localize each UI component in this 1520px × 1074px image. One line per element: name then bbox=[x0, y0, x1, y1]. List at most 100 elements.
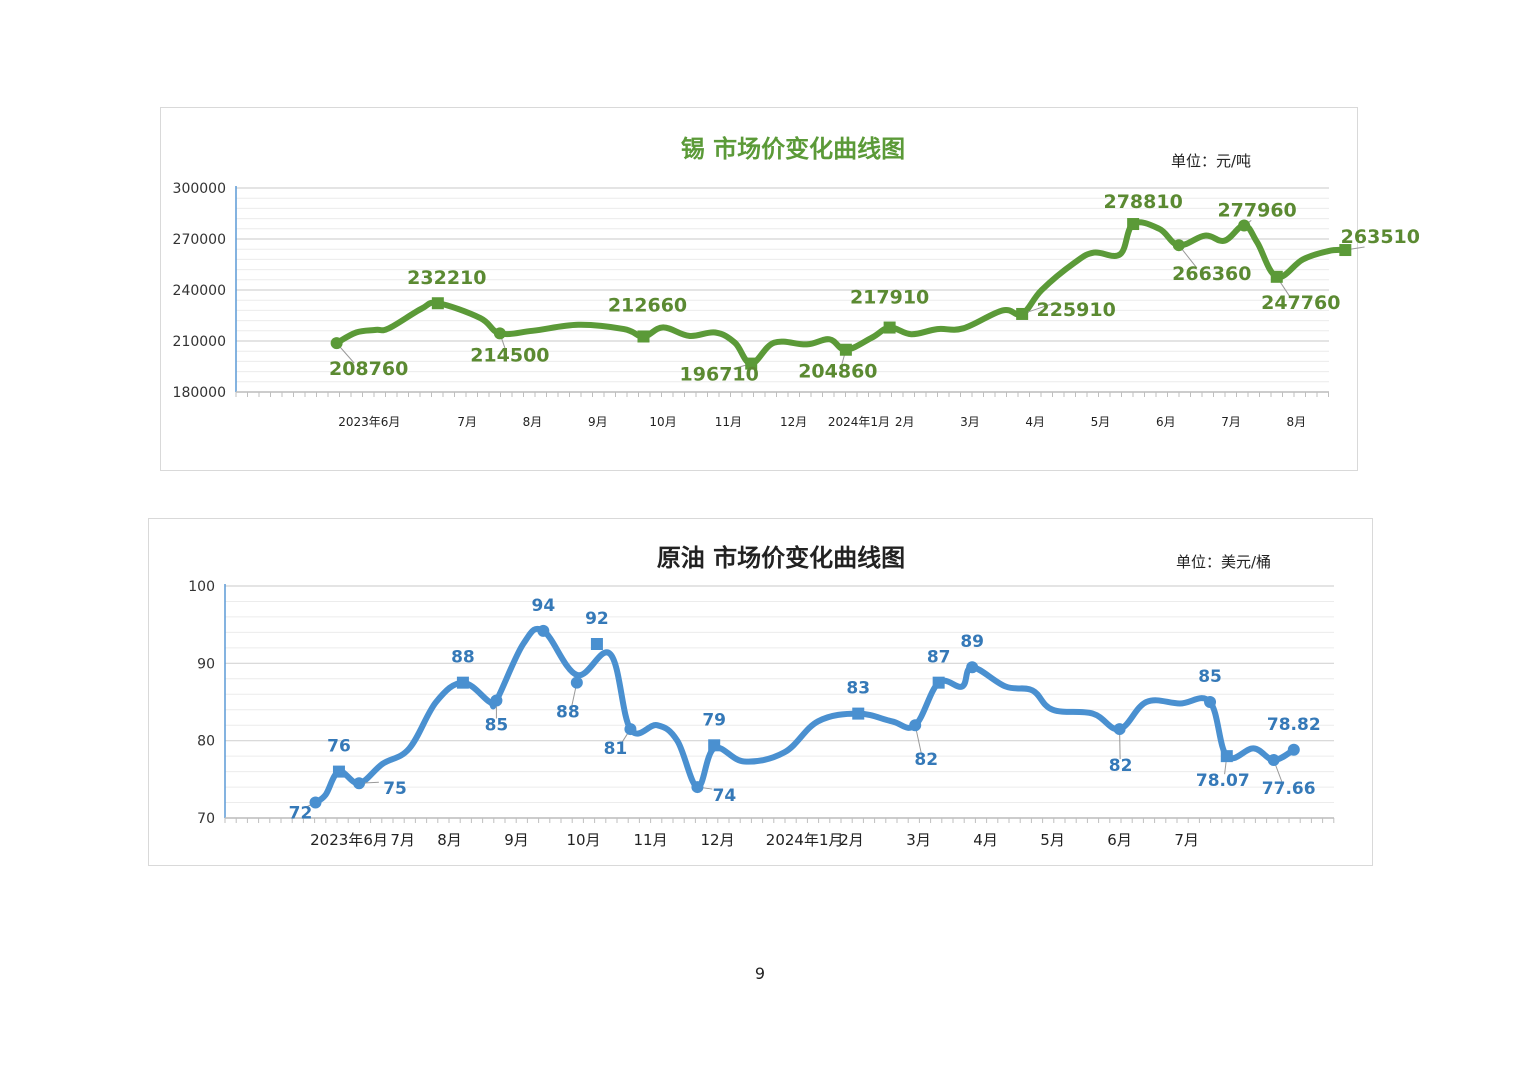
data-label: 82 bbox=[1109, 756, 1133, 776]
x-tick-label: 12月 bbox=[780, 415, 807, 429]
data-label: 88 bbox=[556, 703, 580, 723]
x-tick-label: 3月 bbox=[906, 831, 931, 849]
data-point-marker bbox=[852, 707, 865, 720]
unit-label: 单位：美元/桶 bbox=[1176, 553, 1271, 571]
data-point-marker bbox=[1339, 244, 1352, 257]
x-tick-label: 5月 bbox=[1040, 831, 1065, 849]
data-label: 225910 bbox=[1036, 299, 1115, 321]
data-point-marker bbox=[691, 781, 704, 794]
y-tick-label: 90 bbox=[197, 656, 215, 672]
data-label: 75 bbox=[383, 779, 407, 799]
x-tick-label: 8月 bbox=[1287, 415, 1307, 429]
data-label: 78.82 bbox=[1267, 715, 1321, 735]
data-label: 247760 bbox=[1261, 292, 1340, 314]
data-label: 78.07 bbox=[1196, 771, 1250, 791]
x-tick-label: 2月 bbox=[839, 831, 864, 849]
tin-chart-panel: 锡 市场价变化曲线图单位：元/吨 300000 270000 240000 210000… bbox=[160, 107, 1420, 471]
data-point-marker bbox=[966, 661, 979, 674]
x-tick-label: 5月 bbox=[1091, 415, 1111, 429]
data-point-marker bbox=[1270, 270, 1283, 283]
y-tick-label: 180000 bbox=[173, 385, 226, 401]
data-point-marker bbox=[1287, 743, 1300, 756]
data-point-marker bbox=[883, 321, 896, 334]
data-point-marker bbox=[1267, 754, 1280, 766]
x-tick-label: 11月 bbox=[715, 415, 742, 429]
chart-title: 锡 市场价变化曲线图 bbox=[681, 135, 905, 163]
data-label: 74 bbox=[713, 786, 737, 806]
x-tick-label: 11月 bbox=[633, 831, 667, 849]
data-label: 196710 bbox=[680, 364, 759, 386]
data-point-marker bbox=[637, 330, 650, 343]
price-series-line bbox=[312, 625, 1297, 806]
data-label: 278810 bbox=[1103, 191, 1182, 213]
data-label: 92 bbox=[585, 609, 609, 629]
data-label: 217910 bbox=[850, 287, 929, 309]
data-label: 94 bbox=[531, 596, 555, 616]
page-number: 9 bbox=[754, 964, 766, 983]
data-label: 232210 bbox=[407, 267, 486, 289]
data-label: 81 bbox=[604, 739, 628, 759]
data-point-marker bbox=[330, 337, 343, 350]
x-tick-label: 2024年1月 bbox=[828, 415, 890, 429]
crude-oil-chart-panel: 原油 市场价变化曲线图 单位：美元/桶 100 90 80 70 2023年6月 7月 8月 9月… bbox=[148, 518, 1373, 866]
price-series-line bbox=[333, 219, 1349, 367]
data-label: 266360 bbox=[1172, 263, 1251, 285]
x-tick-label: 2月 bbox=[895, 415, 915, 429]
data-label: 277960 bbox=[1217, 199, 1296, 221]
data-label: 83 bbox=[846, 679, 870, 699]
data-label: 204860 bbox=[798, 361, 877, 383]
data-label: 208760 bbox=[329, 358, 408, 380]
x-tick-label: 7月 bbox=[390, 831, 415, 849]
data-point-marker bbox=[537, 624, 550, 637]
data-point-marker bbox=[624, 723, 637, 736]
data-point-marker bbox=[745, 357, 758, 370]
data-point-marker bbox=[1016, 307, 1029, 320]
data-point-marker bbox=[839, 343, 852, 356]
data-point-marker bbox=[493, 327, 506, 340]
x-tick-label: 6月 bbox=[1107, 831, 1132, 849]
y-tick-label: 210000 bbox=[173, 334, 226, 350]
data-point-marker bbox=[909, 719, 922, 732]
y-tick-label: 270000 bbox=[173, 232, 226, 248]
data-label: 72 bbox=[289, 804, 313, 824]
data-point-marker bbox=[1220, 750, 1233, 763]
data-label: 77.66 bbox=[1262, 779, 1316, 799]
x-tick-label: 10月 bbox=[649, 415, 676, 429]
data-point-marker bbox=[309, 796, 322, 809]
data-label: 89 bbox=[960, 632, 984, 652]
x-tick-label: 2023年6月 bbox=[338, 415, 400, 429]
data-point-marker bbox=[1113, 723, 1126, 736]
data-point-marker bbox=[456, 676, 469, 689]
data-point-marker bbox=[353, 777, 366, 790]
x-tick-label: 7月 bbox=[1174, 831, 1199, 849]
data-label: 79 bbox=[702, 710, 726, 730]
y-tick-label: 100 bbox=[188, 579, 215, 595]
data-point-marker bbox=[1238, 219, 1251, 232]
x-tick-label: 8月 bbox=[523, 415, 543, 429]
data-label: 87 bbox=[927, 648, 951, 668]
x-tick-label: 9月 bbox=[588, 415, 608, 429]
tin-price-chart: 锡 市场价变化曲线图单位：元/吨 300000 270000 240000 210000… bbox=[173, 135, 1420, 429]
y-tick-label: 70 bbox=[197, 811, 215, 827]
y-tick-label: 240000 bbox=[173, 283, 226, 299]
x-tick-label: 8月 bbox=[437, 831, 462, 849]
y-tick-label: 80 bbox=[197, 734, 215, 750]
data-label: 212660 bbox=[608, 294, 687, 316]
data-point-marker bbox=[932, 676, 945, 689]
data-point-marker bbox=[431, 297, 444, 310]
x-tick-label: 4月 bbox=[1025, 415, 1045, 429]
y-tick-label: 300000 bbox=[173, 181, 226, 197]
data-point-marker bbox=[590, 638, 603, 650]
data-label: 85 bbox=[485, 715, 509, 735]
x-tick-label: 9月 bbox=[504, 831, 529, 849]
data-label: 88 bbox=[451, 648, 475, 668]
data-point-marker bbox=[1127, 218, 1140, 231]
unit-label: 单位：元/吨 bbox=[1171, 152, 1251, 170]
x-tick-label: 7月 bbox=[1221, 415, 1241, 429]
data-label: 76 bbox=[327, 737, 351, 757]
data-label: 214500 bbox=[470, 344, 549, 366]
data-point-marker bbox=[332, 765, 345, 778]
data-point-marker bbox=[570, 676, 583, 689]
x-tick-label: 6月 bbox=[1156, 415, 1176, 429]
